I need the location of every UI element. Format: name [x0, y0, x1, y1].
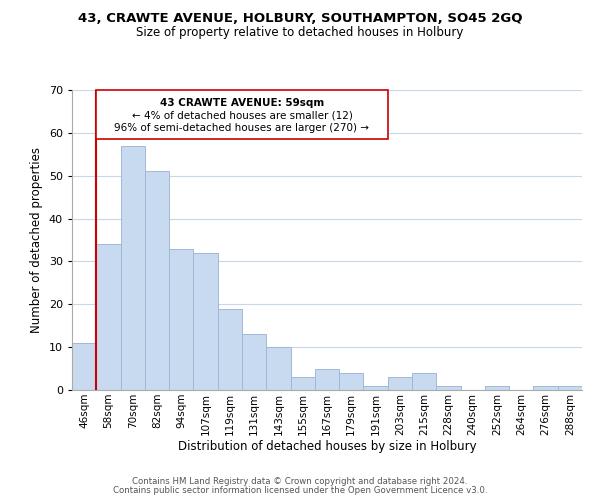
- Bar: [558, 386, 582, 390]
- Bar: [388, 377, 412, 390]
- Text: ← 4% of detached houses are smaller (12): ← 4% of detached houses are smaller (12): [131, 110, 352, 120]
- Text: 43 CRAWTE AVENUE: 59sqm: 43 CRAWTE AVENUE: 59sqm: [160, 98, 324, 108]
- Bar: [145, 172, 169, 390]
- Text: 43, CRAWTE AVENUE, HOLBURY, SOUTHAMPTON, SO45 2GQ: 43, CRAWTE AVENUE, HOLBURY, SOUTHAMPTON,…: [78, 12, 522, 26]
- Text: Contains public sector information licensed under the Open Government Licence v3: Contains public sector information licen…: [113, 486, 487, 495]
- Bar: [169, 248, 193, 390]
- FancyBboxPatch shape: [96, 90, 388, 140]
- Bar: [242, 334, 266, 390]
- Bar: [72, 343, 96, 390]
- Bar: [412, 373, 436, 390]
- Bar: [96, 244, 121, 390]
- Bar: [121, 146, 145, 390]
- Bar: [364, 386, 388, 390]
- Bar: [339, 373, 364, 390]
- Bar: [266, 347, 290, 390]
- Text: Contains HM Land Registry data © Crown copyright and database right 2024.: Contains HM Land Registry data © Crown c…: [132, 477, 468, 486]
- Bar: [218, 308, 242, 390]
- Y-axis label: Number of detached properties: Number of detached properties: [30, 147, 43, 333]
- Bar: [436, 386, 461, 390]
- Text: Size of property relative to detached houses in Holbury: Size of property relative to detached ho…: [136, 26, 464, 39]
- Bar: [485, 386, 509, 390]
- Bar: [533, 386, 558, 390]
- Bar: [193, 253, 218, 390]
- Bar: [290, 377, 315, 390]
- X-axis label: Distribution of detached houses by size in Holbury: Distribution of detached houses by size …: [178, 440, 476, 454]
- Bar: [315, 368, 339, 390]
- Text: 96% of semi-detached houses are larger (270) →: 96% of semi-detached houses are larger (…: [115, 124, 370, 134]
